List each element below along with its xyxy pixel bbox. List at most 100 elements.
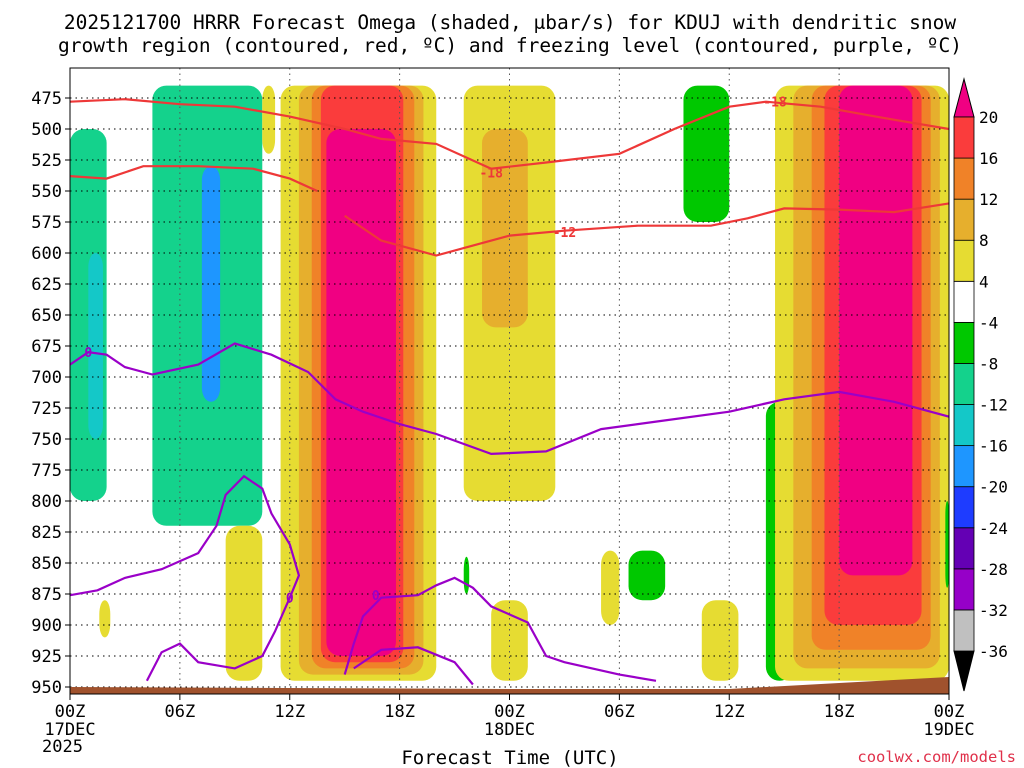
- y-tick-label-575: 575: [31, 213, 62, 233]
- y-tick-label-550: 550: [31, 182, 62, 202]
- colorbar-segment-11: [953, 157, 975, 200]
- colorbar-top-arrow: [953, 77, 975, 118]
- chart-title-line1: 2025121700 HRRR Forecast Omega (shaded, …: [64, 11, 956, 34]
- omega-cell-26: [839, 85, 913, 576]
- x-tick-label-4: 00Z: [494, 702, 525, 722]
- y-tick-label-700: 700: [31, 368, 62, 388]
- plot-area: -18 -18 -12 0 0 0: [69, 67, 950, 695]
- y-tick-label-725: 725: [31, 399, 62, 419]
- omega-cell-5: [225, 525, 263, 681]
- dgz-isotherm-2: [344, 202, 949, 257]
- colorbar-segment-0: [953, 609, 975, 652]
- colorbar-label-13: 20: [979, 108, 998, 127]
- freezing-level-label-2: 0: [372, 589, 380, 604]
- colorbar-label-5: -16: [979, 437, 1008, 456]
- x-tick-label-2: 12Z: [274, 702, 305, 722]
- omega-cell-19: [701, 600, 739, 681]
- x-tick-label-5: 06Z: [604, 702, 635, 722]
- terrain-fill: [70, 677, 949, 694]
- dgz-isotherms: -18 -18 -12: [70, 96, 949, 257]
- colorbar-label-2: -28: [979, 560, 1008, 579]
- colorbar: -36 -32 -28 -24 -20 -16 -12 -8 -4 4 8 12 16 20: [953, 77, 1008, 692]
- y-tick-label-950: 950: [31, 678, 62, 698]
- colorbar-segment-5: [953, 404, 975, 447]
- freezing-level-0: [70, 342, 949, 456]
- colorbar-segment-8: [953, 280, 975, 323]
- x-tick-label-7: 18Z: [824, 702, 855, 722]
- omega-cell-15: [601, 550, 620, 625]
- y-tick-label-800: 800: [31, 492, 62, 512]
- y-tick-label-600: 600: [31, 244, 62, 264]
- freezing-level-label-0: 0: [84, 346, 92, 361]
- dgz-isotherm-0: [70, 98, 949, 170]
- omega-cell-16: [463, 556, 470, 594]
- colorbar-label-12: 16: [979, 149, 998, 168]
- freezing-level-3: [353, 646, 474, 686]
- omega-cell-27: [945, 501, 949, 588]
- y-tick-label-825: 825: [31, 523, 62, 543]
- colorbar-segment-3: [953, 486, 975, 529]
- colorbar-label-9: 4: [979, 272, 989, 291]
- x-year-label-0: 2025: [42, 737, 83, 757]
- colorbar-segment-10: [953, 198, 975, 241]
- chart-title-line2: growth region (contoured, red, ºC) and f…: [58, 34, 962, 57]
- freezing-level-1: [70, 474, 301, 682]
- x-tick-label-0: 00Z: [55, 702, 86, 722]
- y-tick-label-750: 750: [31, 430, 62, 450]
- credit-text: coolwx.com/models: [857, 748, 1016, 766]
- colorbar-label-6: -12: [979, 396, 1008, 415]
- y-tick-label-675: 675: [31, 337, 62, 357]
- colorbar-label-3: -24: [979, 519, 1008, 538]
- omega-cell-6: [262, 85, 276, 154]
- y-tick-label-775: 775: [31, 461, 62, 481]
- x-tick-label-1: 06Z: [165, 702, 196, 722]
- omega-cell-17: [628, 550, 666, 601]
- colorbar-label-10: 8: [979, 231, 989, 250]
- x-date-label-0: 17DEC: [44, 720, 95, 740]
- freezing-level-2: [343, 576, 657, 682]
- y-axis: 475 500 525 550 575 600 625 650 675 700 725 750 775 8…: [31, 89, 70, 698]
- freezing-level-label-1: 0: [286, 592, 294, 607]
- y-tick-label-875: 875: [31, 585, 62, 605]
- colorbar-segment-7: [953, 321, 975, 364]
- omega-cell-3: [201, 166, 221, 402]
- omega-cell-11: [326, 129, 396, 656]
- omega-cell-13: [482, 129, 528, 328]
- colorbar-bottom-arrow: [953, 650, 975, 692]
- x-tick-label-8: 00Z: [934, 702, 965, 722]
- x-date-label-4: 18DEC: [484, 720, 535, 740]
- dgz-label-2-0: -12: [553, 226, 576, 241]
- colorbar-label-1: -32: [979, 601, 1008, 620]
- x-tick-label-3: 18Z: [384, 702, 415, 722]
- x-axis-title: Forecast Time (UTC): [401, 747, 618, 768]
- colorbar-segment-4: [953, 445, 975, 488]
- y-tick-label-475: 475: [31, 89, 62, 109]
- omega-cell-18: [683, 85, 730, 222]
- y-tick-label-925: 925: [31, 647, 62, 667]
- colorbar-label-7: -8: [979, 354, 998, 373]
- colorbar-segment-1: [953, 568, 975, 611]
- colorbar-segment-9: [953, 239, 975, 282]
- dgz-label-0-0: -18: [479, 166, 503, 181]
- terrain: [70, 677, 949, 694]
- colorbar-label-11: 12: [979, 190, 998, 209]
- omega-cell-4: [99, 600, 111, 638]
- colorbar-segment-2: [953, 527, 975, 570]
- y-tick-label-525: 525: [31, 151, 62, 171]
- colorbar-segment-12: [953, 116, 975, 159]
- y-tick-label-900: 900: [31, 616, 62, 636]
- y-tick-label-650: 650: [31, 306, 62, 326]
- colorbar-label-8: -4: [979, 313, 998, 332]
- dgz-label-0-1: -18: [763, 96, 787, 111]
- x-date-label-8: 19DEC: [923, 720, 974, 740]
- dgz-isotherm-1: [70, 165, 318, 193]
- x-tick-label-6: 12Z: [714, 702, 745, 722]
- freezing-level-contours: 0 0 0: [70, 342, 949, 686]
- y-tick-label-850: 850: [31, 554, 62, 574]
- y-tick-label-625: 625: [31, 275, 62, 295]
- colorbar-segment-6: [953, 363, 975, 405]
- colorbar-label-4: -20: [979, 478, 1008, 497]
- omega-cell-1: [88, 253, 103, 439]
